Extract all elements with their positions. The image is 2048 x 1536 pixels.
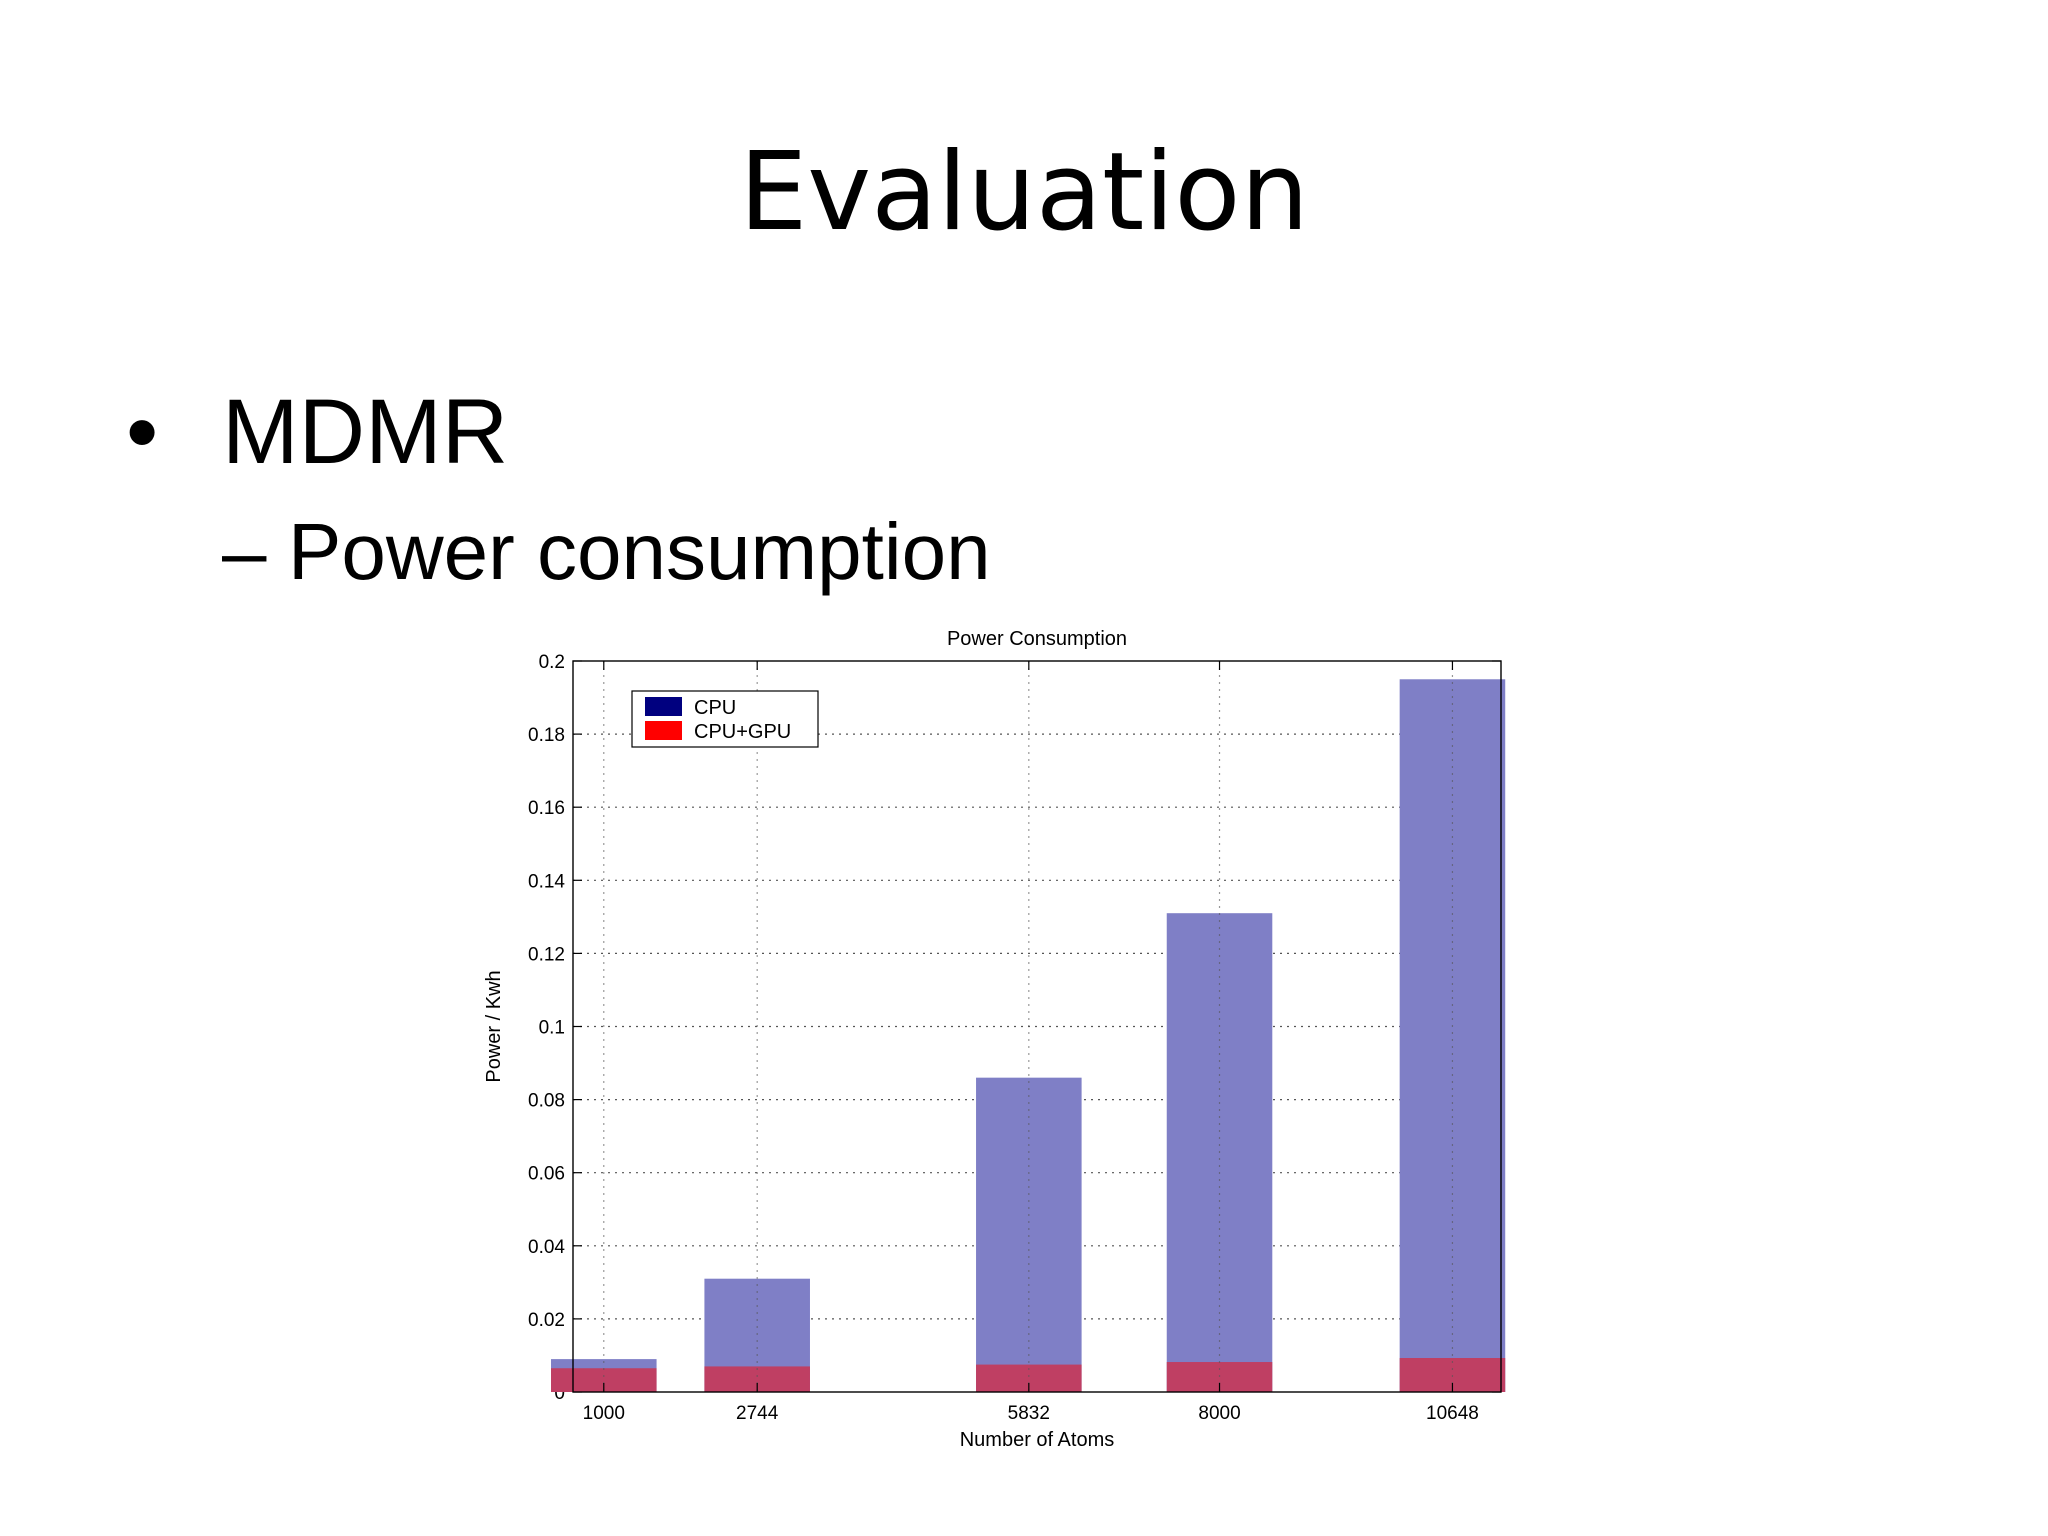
bar-cpu [1399,679,1506,1392]
slide-title: Evaluation [739,130,1309,255]
x-tick-label: 8000 [1198,1403,1240,1424]
y-axis-label: Power / Kwh [483,970,505,1082]
sub-bullet-power-consumption: – Power consumption [222,506,991,598]
legend-swatch-cpu-gpu [645,721,682,740]
y-tick-label: 0.2 [539,652,565,673]
sub-bullet-text: Power consumption [288,507,991,596]
y-tick-label: 0.18 [528,725,565,746]
bar-cpu-gpu [551,1368,657,1392]
y-tick-label: 0.14 [528,871,565,892]
legend-swatch-cpu [645,697,682,716]
x-tick-label: 5832 [1008,1403,1050,1424]
y-tick-label: 0.16 [528,798,565,819]
bullet-mdmr: • MDMR [126,380,508,484]
y-tick-label: 0.02 [528,1310,565,1331]
y-tick-label: 0.1 [539,1018,565,1039]
y-tick-label: 0.08 [528,1091,565,1112]
x-tick-label: 1000 [583,1403,625,1424]
sub-bullet-marker: – [222,507,267,596]
power-consumption-chart: Power Consumption 0 0.02 0.04 0.06 0.08 0.1 0.1… [470,610,1570,1495]
y-tick-label: 0 [554,1383,565,1404]
axes-frame [572,660,1502,1393]
bullet-marker: • [126,381,159,483]
y-tick-label: 0.04 [528,1237,565,1258]
bullet-mdmr-text: MDMR [222,381,509,483]
x-tick-label: 10648 [1426,1403,1479,1424]
chart-svg: Power Consumption 0 0.02 0.04 0.06 0.08 0.1 0.1… [483,628,1506,1451]
y-tick-label: 0.06 [528,1164,565,1185]
legend-label-cpu-gpu: CPU+GPU [694,721,791,743]
chart-title: Power Consumption [947,628,1127,650]
x-axis-label: Number of Atoms [960,1429,1115,1451]
x-tick-label: 2744 [736,1403,779,1424]
legend-label-cpu: CPU [694,697,736,719]
y-tick-label: 0.12 [528,944,565,965]
